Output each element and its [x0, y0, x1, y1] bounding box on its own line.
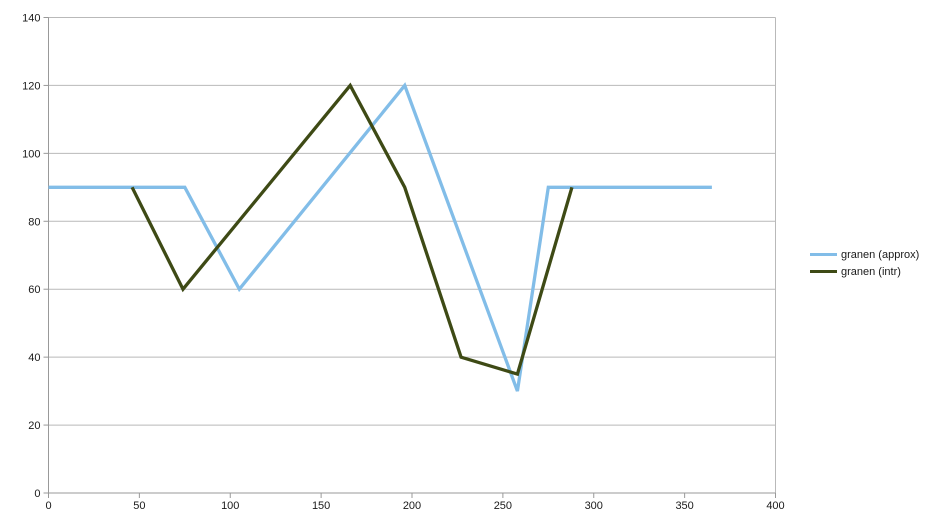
- x-tick-label-200: 200: [403, 500, 421, 512]
- y-tick-label-0: 0: [34, 488, 40, 500]
- x-tick-label-300: 300: [585, 500, 603, 512]
- legend-label: granen (intr): [841, 265, 901, 278]
- x-tick-label-100: 100: [221, 500, 239, 512]
- y-tick-label-120: 120: [22, 80, 40, 92]
- series-line-0: [48, 82, 712, 392]
- legend-line-swatch: [810, 253, 837, 256]
- y-tick-label-100: 100: [22, 148, 40, 160]
- y-tick-label-60: 60: [28, 284, 40, 296]
- y-tick-label-40: 40: [28, 352, 40, 364]
- x-tick-label-150: 150: [312, 500, 330, 512]
- legend-item: granen (intr): [810, 263, 919, 280]
- x-tick-label-250: 250: [494, 500, 512, 512]
- x-tick-label-350: 350: [675, 500, 693, 512]
- x-tick-label-0: 0: [45, 500, 51, 512]
- legend-line-swatch: [810, 270, 837, 273]
- legend-item: granen (approx): [810, 246, 919, 263]
- y-tick-label-20: 20: [28, 420, 40, 432]
- y-tick-label-80: 80: [28, 216, 40, 228]
- series-line-1: [130, 82, 574, 377]
- legend-label: granen (approx): [841, 248, 920, 261]
- chart-legend: granen (approx) granen (intr): [810, 246, 919, 280]
- x-tick-label-50: 50: [133, 500, 145, 512]
- y-tick-label-140: 140: [22, 13, 40, 25]
- x-tick-label-400: 400: [766, 500, 784, 512]
